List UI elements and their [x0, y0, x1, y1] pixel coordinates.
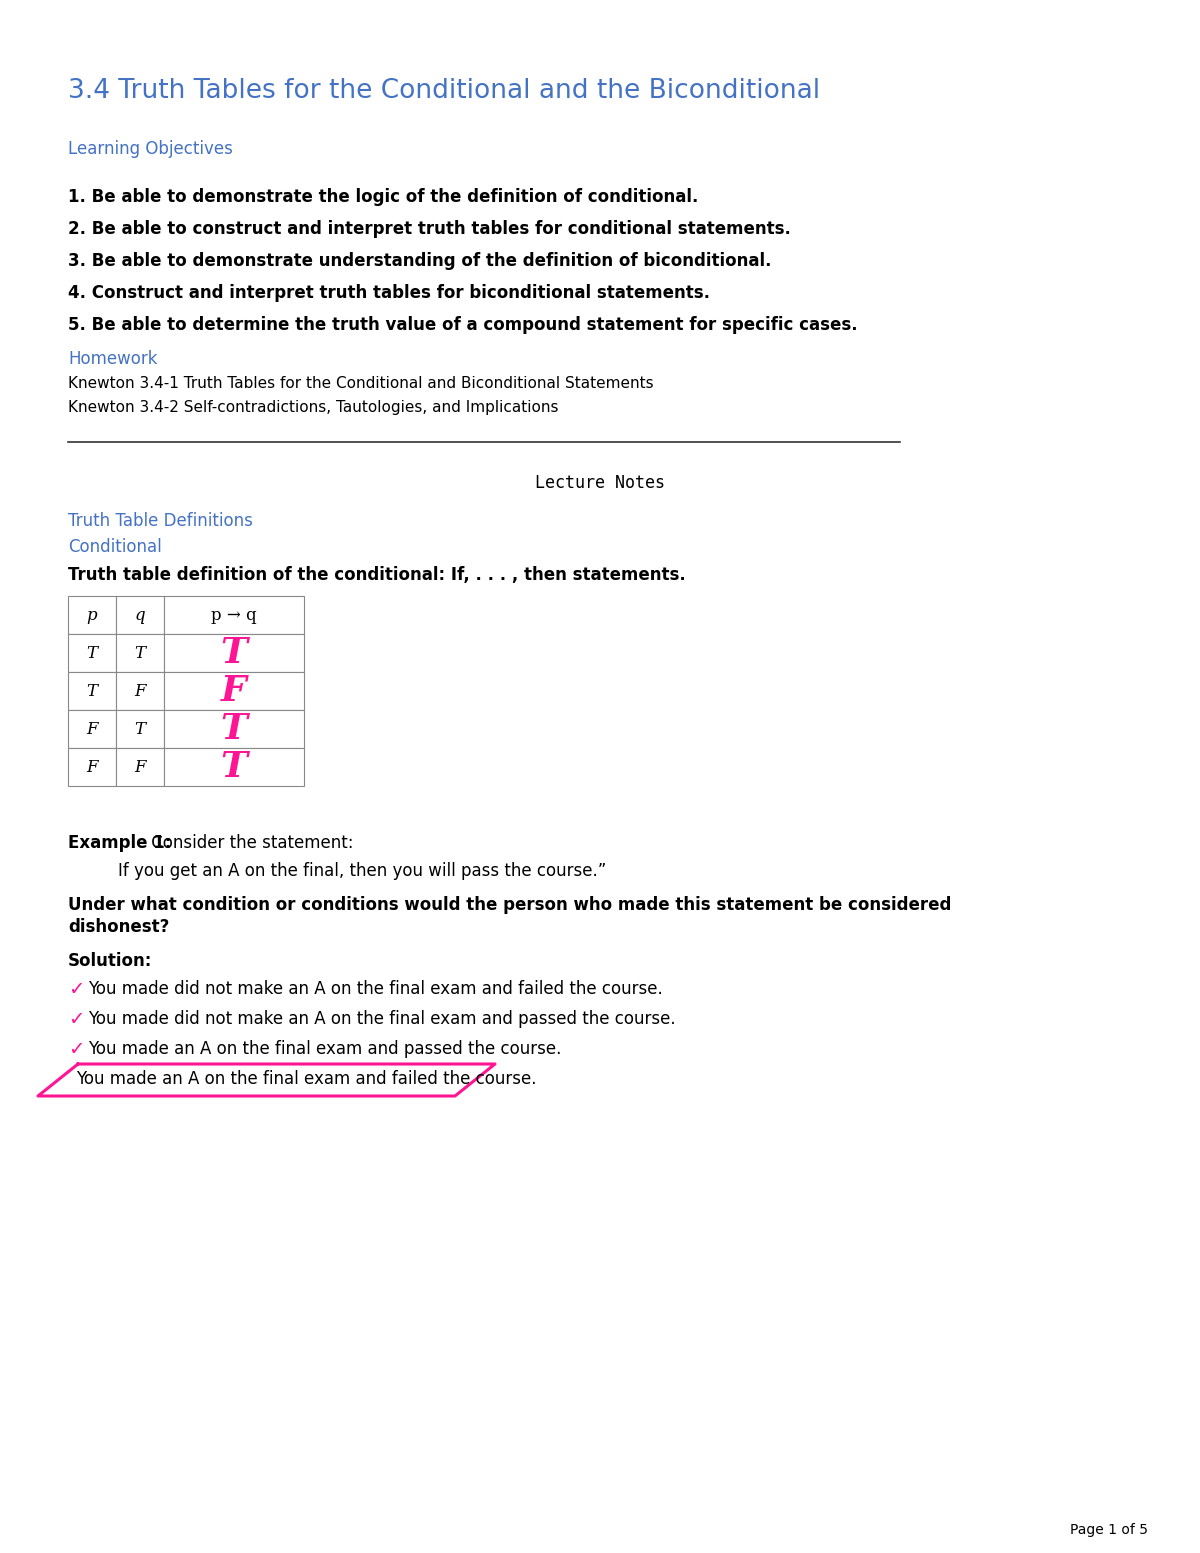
- Text: Learning Objectives: Learning Objectives: [68, 140, 233, 158]
- Text: T: T: [86, 644, 97, 662]
- Text: ✓: ✓: [68, 1009, 84, 1030]
- Bar: [116, 634, 164, 672]
- Bar: [116, 596, 164, 634]
- Text: F: F: [221, 674, 247, 708]
- Text: F: F: [86, 721, 97, 738]
- Bar: [164, 672, 304, 710]
- Text: p: p: [86, 607, 97, 623]
- Text: 2. Be able to construct and interpret truth tables for conditional statements.: 2. Be able to construct and interpret tr…: [68, 221, 791, 238]
- Text: T: T: [221, 711, 247, 745]
- Text: T: T: [134, 644, 145, 662]
- Text: q: q: [134, 607, 145, 623]
- Bar: [116, 749, 164, 786]
- Text: You made an A on the final exam and passed the course.: You made an A on the final exam and pass…: [88, 1041, 562, 1058]
- Text: Homework: Homework: [68, 349, 157, 368]
- Text: 4. Construct and interpret truth tables for biconditional statements.: 4. Construct and interpret truth tables …: [68, 284, 710, 301]
- Text: Conditional: Conditional: [68, 537, 162, 556]
- Text: dishonest?: dishonest?: [68, 918, 169, 936]
- Text: p → q: p → q: [211, 607, 257, 623]
- Text: If you get an A on the final, then you will pass the course.”: If you get an A on the final, then you w…: [118, 862, 606, 881]
- Text: Knewton 3.4-1 Truth Tables for the Conditional and Biconditional Statements: Knewton 3.4-1 Truth Tables for the Condi…: [68, 376, 654, 391]
- Text: Page 1 of 5: Page 1 of 5: [1070, 1523, 1148, 1537]
- Text: F: F: [134, 758, 145, 775]
- Text: 1. Be able to demonstrate the logic of the definition of conditional.: 1. Be able to demonstrate the logic of t…: [68, 188, 698, 207]
- Bar: [68, 672, 116, 710]
- Bar: [68, 596, 116, 634]
- Bar: [68, 710, 116, 749]
- Text: F: F: [86, 758, 97, 775]
- Text: 3. Be able to demonstrate understanding of the definition of biconditional.: 3. Be able to demonstrate understanding …: [68, 252, 772, 270]
- Text: Consider the statement:: Consider the statement:: [146, 834, 354, 853]
- Text: You made did not make an A on the final exam and passed the course.: You made did not make an A on the final …: [88, 1009, 676, 1028]
- Text: Truth table definition of the conditional: If, . . . , then statements.: Truth table definition of the conditiona…: [68, 565, 685, 584]
- Text: T: T: [86, 682, 97, 699]
- Bar: [164, 749, 304, 786]
- Bar: [164, 710, 304, 749]
- Text: T: T: [221, 637, 247, 669]
- Text: 5. Be able to determine the truth value of a compound statement for specific cas: 5. Be able to determine the truth value …: [68, 315, 858, 334]
- Bar: [164, 596, 304, 634]
- Text: You made did not make an A on the final exam and failed the course.: You made did not make an A on the final …: [88, 980, 662, 999]
- Text: ✓: ✓: [68, 1041, 84, 1059]
- Text: Solution:: Solution:: [68, 952, 152, 971]
- Text: T: T: [221, 750, 247, 784]
- Text: Under what condition or conditions would the person who made this statement be c: Under what condition or conditions would…: [68, 896, 952, 915]
- Bar: [164, 634, 304, 672]
- Text: You made an A on the final exam and failed the course.: You made an A on the final exam and fail…: [76, 1070, 536, 1089]
- Text: 3.4 Truth Tables for the Conditional and the Biconditional: 3.4 Truth Tables for the Conditional and…: [68, 78, 820, 104]
- Bar: [68, 634, 116, 672]
- Text: ✓: ✓: [68, 980, 84, 999]
- Bar: [68, 749, 116, 786]
- Bar: [116, 710, 164, 749]
- Text: Example 1:: Example 1:: [68, 834, 172, 853]
- Text: T: T: [134, 721, 145, 738]
- Bar: [116, 672, 164, 710]
- Text: Knewton 3.4-2 Self-contradictions, Tautologies, and Implications: Knewton 3.4-2 Self-contradictions, Tauto…: [68, 401, 558, 415]
- Text: Lecture Notes: Lecture Notes: [535, 474, 665, 492]
- Text: F: F: [134, 682, 145, 699]
- Text: Truth Table Definitions: Truth Table Definitions: [68, 512, 253, 530]
